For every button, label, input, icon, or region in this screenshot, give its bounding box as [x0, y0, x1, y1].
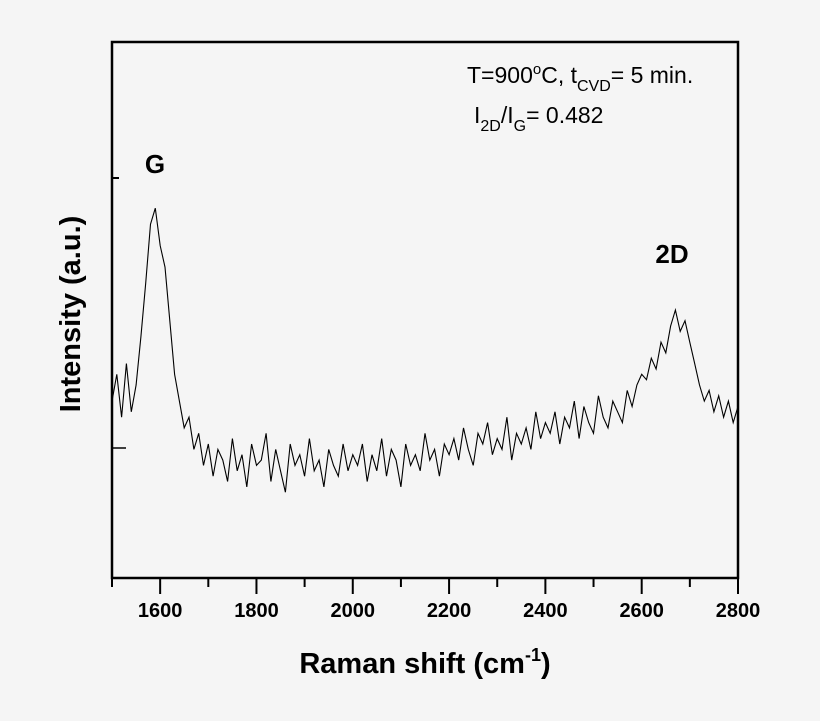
annotation-conditions: T=900oC, tCVD= 5 min. — [467, 61, 693, 95]
annotation-intensity-ratio: I2D/IG= 0.482 — [474, 102, 603, 135]
peak-label-g: G — [145, 149, 165, 179]
x-tick-label: 2400 — [523, 600, 568, 622]
series-line — [111, 208, 739, 493]
y-axis-title: Intensity (a.u.) — [55, 216, 87, 413]
x-tick-label: 2000 — [331, 600, 376, 622]
x-tick-label: 1800 — [234, 600, 279, 622]
plot-frame — [110, 40, 740, 580]
x-axis-ticks — [111, 578, 739, 594]
x-axis-tick-labels: 1600 1800 2000 2200 2400 2600 2800 — [138, 600, 760, 622]
x-tick-label: 1600 — [138, 600, 183, 622]
x-tick-label: 2600 — [619, 600, 664, 622]
x-axis-title: Raman shift (cm-1) — [299, 645, 550, 680]
x-tick-label: 2800 — [716, 600, 761, 622]
peak-label-2d: 2D — [655, 239, 688, 269]
x-tick-label: 2200 — [427, 600, 472, 622]
